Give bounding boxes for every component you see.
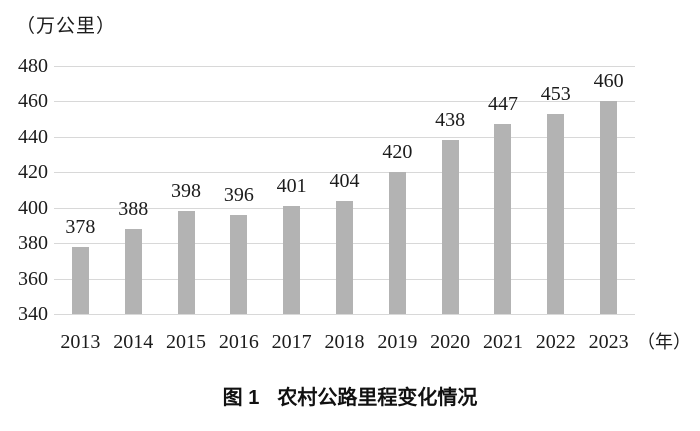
x-axis-tick-2017: 2017 (271, 331, 312, 353)
bar-2023 (600, 101, 618, 314)
y-axis-tick-380: 380 (18, 232, 48, 255)
bar-value-label-2018: 404 (329, 169, 360, 192)
bar-value-label-2021: 447 (487, 93, 518, 116)
bar-value-label-2023: 460 (593, 70, 624, 93)
x-axis-tick-2022: 2022 (535, 331, 576, 353)
bar-value-label-2022: 453 (540, 82, 571, 105)
bar-2013 (71, 246, 89, 314)
x-axis-tick-2015: 2015 (166, 331, 207, 353)
bar-2022 (547, 113, 565, 314)
x-axis-tick-2021: 2021 (482, 331, 523, 353)
y-axis-tick-340: 340 (18, 303, 48, 325)
bar-value-label-2015: 398 (171, 180, 202, 203)
bar-2017 (283, 205, 301, 314)
bar-value-label-2017: 401 (276, 174, 307, 197)
gridline-460 (54, 101, 635, 103)
gridline-420 (54, 172, 635, 174)
gridline-340 (54, 314, 635, 315)
bar-value-label-2016: 396 (223, 183, 254, 206)
y-axis-tick-460: 460 (18, 90, 48, 113)
bar-2014 (124, 228, 142, 314)
x-axis-tick-2020: 2020 (430, 331, 471, 353)
x-axis-tick-2014: 2014 (113, 331, 154, 353)
bar-2015 (177, 211, 195, 314)
x-axis-tick-2013: 2013 (60, 331, 101, 353)
gridline-480 (54, 66, 635, 67)
bar-2020 (441, 140, 459, 314)
x-axis-unit-label: （年） (637, 332, 691, 352)
bar-value-label-2014: 388 (118, 197, 149, 220)
figure-caption: 图 1 农村公路里程变化情况 (0, 381, 700, 410)
bar-value-label-2019: 420 (382, 141, 413, 164)
bar-2016 (230, 214, 248, 314)
figure-caption-number: 图 1 (222, 387, 260, 409)
y-axis-tick-400: 400 (18, 196, 48, 219)
bar-2021 (494, 124, 512, 314)
y-axis-tick-420: 420 (18, 161, 48, 184)
figure-caption-title: 农村公路里程变化情况 (277, 387, 478, 409)
y-axis-tick-480: 480 (18, 55, 48, 77)
x-axis-tick-2018: 2018 (324, 331, 365, 353)
y-axis-unit-label: （万公里） (16, 16, 117, 37)
y-axis-tick-360: 360 (18, 267, 48, 290)
x-axis-tick-2023: 2023 (588, 331, 629, 353)
bar-value-label-2020: 438 (435, 109, 466, 132)
y-axis-tick-440: 440 (18, 125, 48, 148)
bar-2019 (388, 172, 406, 314)
bar-value-label-2013: 378 (65, 215, 96, 238)
x-axis-tick-2019: 2019 (377, 331, 418, 353)
bar-2018 (336, 200, 353, 314)
x-axis-tick-2016: 2016 (218, 331, 259, 353)
gridline-440 (54, 136, 635, 138)
